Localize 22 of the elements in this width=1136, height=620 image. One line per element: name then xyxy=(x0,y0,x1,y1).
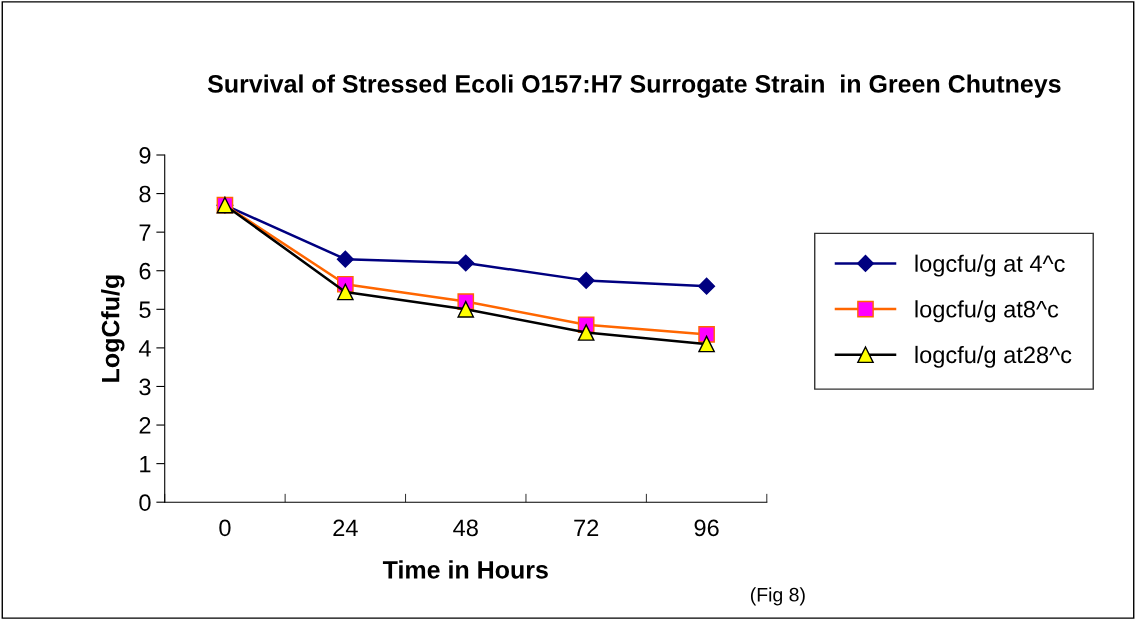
legend-label: logcfu/g at28^c xyxy=(915,345,1072,368)
y-axis-title: LogCfu/g xyxy=(101,275,125,382)
y-tick-label: 5 xyxy=(139,301,151,319)
x-tick-label: 24 xyxy=(333,519,358,536)
y-tick-label: 7 xyxy=(139,224,151,241)
y-tick-label: 2 xyxy=(139,417,151,434)
x-tick-label: 48 xyxy=(453,519,478,537)
y-tick-label: 9 xyxy=(139,147,151,164)
y-tick-label: 4 xyxy=(138,340,151,357)
y-tick-label: 1 xyxy=(140,455,151,473)
y-tick-label: 8 xyxy=(139,185,151,203)
x-axis-title: Time in Hours xyxy=(382,560,548,579)
y-tick-label: 0 xyxy=(139,494,151,511)
x-tick-label: 0 xyxy=(219,519,231,537)
text: (Fig 8) xyxy=(750,587,805,606)
x-tick-label: 72 xyxy=(574,519,599,536)
y-tick-label: 6 xyxy=(139,262,151,280)
x-tick-label: 96 xyxy=(694,519,719,537)
legend-label: logcfu/g at 4^c xyxy=(915,254,1065,277)
y-tick-label: 3 xyxy=(139,378,151,396)
legend-label: logcfu/g at8^c xyxy=(915,300,1059,323)
chart-title: Survival of Stressed Ecoli O157:H7 Surrogate Strain in Green Chutneys xyxy=(207,74,1061,98)
